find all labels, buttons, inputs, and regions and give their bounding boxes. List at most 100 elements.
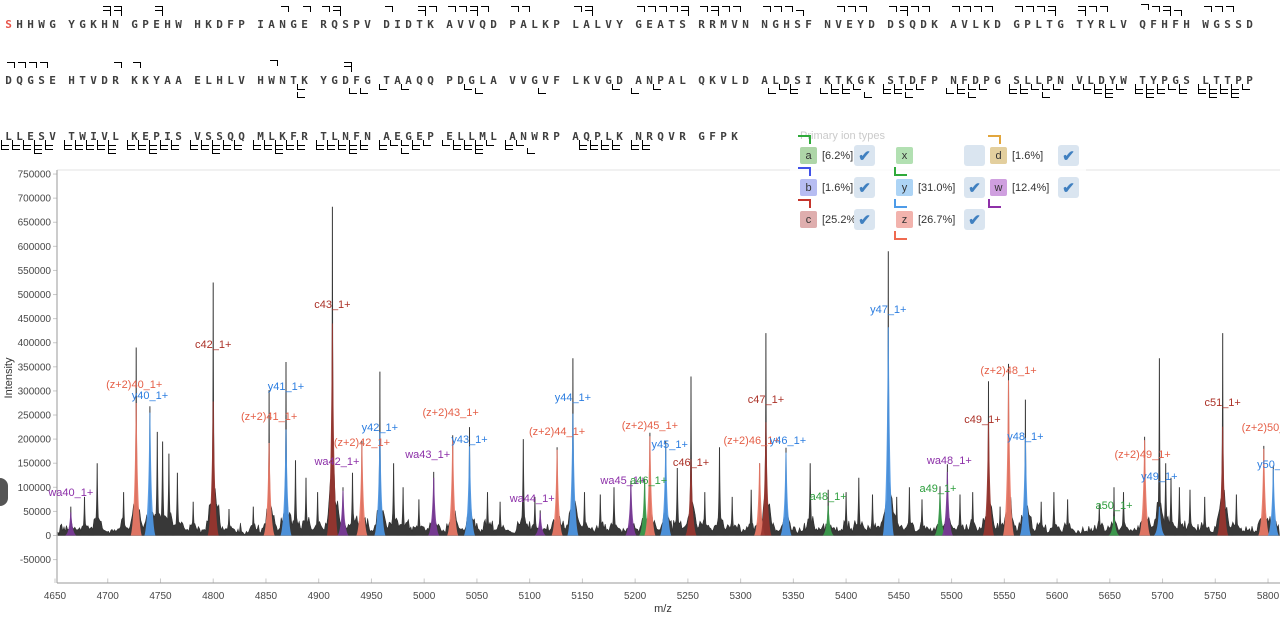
residue[interactable]: P — [351, 18, 362, 31]
residue[interactable]: S — [212, 130, 225, 154]
residue[interactable]: G — [1055, 18, 1066, 31]
residue[interactable]: S — [1009, 74, 1022, 94]
residue[interactable]: P — [551, 130, 562, 143]
residue[interactable]: N — [1053, 74, 1066, 90]
residue[interactable]: D — [1244, 18, 1255, 31]
residue[interactable]: H — [192, 18, 203, 31]
annotated-peak-w[interactable] — [534, 513, 546, 536]
annotated-peak-y[interactable] — [1153, 506, 1165, 536]
residue[interactable]: R — [110, 62, 122, 87]
residue[interactable]: D — [905, 74, 918, 98]
residue[interactable]: L — [475, 74, 488, 94]
residue[interactable]: K — [842, 74, 855, 94]
residue[interactable]: A — [488, 74, 499, 87]
annotated-peak-a[interactable] — [934, 494, 946, 536]
residue[interactable]: W — [75, 130, 88, 150]
residue[interactable]: V — [236, 74, 247, 87]
residue[interactable]: L — [225, 74, 236, 87]
ion-checkbox-c[interactable]: ✔ — [854, 209, 875, 230]
residue[interactable]: E — [644, 6, 656, 31]
residue[interactable]: Y — [855, 6, 867, 31]
residue[interactable]: H — [25, 18, 36, 31]
annotated-peak-z[interactable] — [447, 439, 459, 536]
residue[interactable]: P — [718, 130, 729, 143]
residue[interactable]: N — [110, 6, 122, 31]
residue[interactable]: F — [803, 18, 814, 31]
residue[interactable]: R — [540, 130, 551, 143]
residue[interactable]: G — [633, 6, 645, 31]
residue[interactable]: G — [992, 74, 1003, 87]
residue[interactable]: L — [970, 6, 982, 31]
residue[interactable]: Q — [696, 74, 707, 87]
residue[interactable]: L — [327, 130, 340, 150]
residue[interactable]: P — [653, 74, 666, 90]
residue[interactable]: P — [140, 18, 151, 31]
residue[interactable]: A — [379, 130, 392, 150]
residue[interactable]: L — [1198, 74, 1211, 94]
annotated-peak-w[interactable] — [337, 490, 349, 536]
residue[interactable]: L — [1107, 18, 1118, 31]
residue[interactable]: A — [631, 74, 644, 94]
residue[interactable]: R — [707, 6, 719, 31]
residue[interactable]: K — [864, 74, 877, 98]
residue[interactable]: K — [612, 130, 625, 150]
residue[interactable]: S — [792, 10, 804, 31]
residue[interactable]: K — [540, 18, 551, 31]
residue[interactable]: Q — [414, 74, 425, 87]
annotated-peak-w[interactable] — [65, 512, 77, 536]
residue[interactable]: D — [340, 62, 352, 87]
residue[interactable]: D — [1094, 74, 1107, 94]
residue[interactable]: V — [455, 6, 467, 31]
residue[interactable]: P — [1231, 74, 1244, 98]
residue[interactable]: H — [162, 18, 173, 31]
annotated-peak-y[interactable] — [882, 327, 894, 536]
residue[interactable]: G — [401, 130, 414, 154]
residue[interactable]: N — [631, 130, 644, 150]
annotated-peak-w[interactable] — [428, 477, 440, 536]
residue[interactable]: K — [88, 18, 99, 31]
residue[interactable]: S — [171, 130, 184, 150]
residue[interactable]: A — [162, 74, 173, 87]
residue[interactable]: L — [486, 130, 499, 146]
residue[interactable]: T — [1044, 6, 1056, 31]
residue[interactable]: S — [1222, 6, 1234, 31]
residue[interactable]: E — [151, 6, 163, 31]
residue[interactable]: D — [99, 74, 110, 87]
residue[interactable]: S — [36, 62, 48, 87]
residue[interactable]: R — [318, 6, 330, 31]
residue[interactable]: D — [992, 18, 1003, 31]
residue[interactable]: L — [601, 130, 614, 150]
residue[interactable]: H — [1181, 18, 1192, 31]
residue[interactable]: V — [466, 6, 478, 31]
residue[interactable]: L — [203, 74, 214, 87]
residue[interactable]: V — [603, 18, 614, 31]
residue[interactable]: F — [349, 130, 362, 154]
residue[interactable]: K — [203, 18, 214, 31]
residue[interactable]: L — [12, 130, 25, 150]
residue[interactable]: G — [770, 6, 782, 31]
residue[interactable]: A — [518, 6, 530, 31]
annotated-peak-c[interactable] — [760, 422, 772, 536]
residue[interactable]: L — [1083, 74, 1096, 90]
ion-checkbox-z[interactable]: ✔ — [964, 209, 985, 230]
residue[interactable]: T — [414, 6, 426, 31]
annotated-peak-y[interactable] — [780, 452, 792, 536]
residue[interactable]: L — [729, 74, 740, 87]
residue[interactable]: L — [1033, 6, 1045, 31]
residue[interactable]: D — [779, 74, 792, 90]
annotated-peak-y[interactable] — [1019, 437, 1031, 536]
residue[interactable]: D — [214, 18, 225, 31]
residue[interactable]: V — [833, 6, 845, 31]
residue[interactable]: I — [392, 18, 403, 31]
residue[interactable]: T — [316, 130, 329, 150]
residue[interactable]: H — [99, 6, 111, 31]
residue[interactable]: K — [425, 6, 437, 31]
residue[interactable]: K — [140, 74, 151, 87]
residue[interactable]: K — [707, 74, 718, 87]
residue[interactable]: Y — [151, 74, 162, 87]
residue[interactable]: V — [97, 130, 110, 150]
residue[interactable]: S — [677, 6, 689, 31]
residue[interactable]: E — [299, 6, 311, 31]
residue[interactable]: E — [138, 130, 151, 150]
